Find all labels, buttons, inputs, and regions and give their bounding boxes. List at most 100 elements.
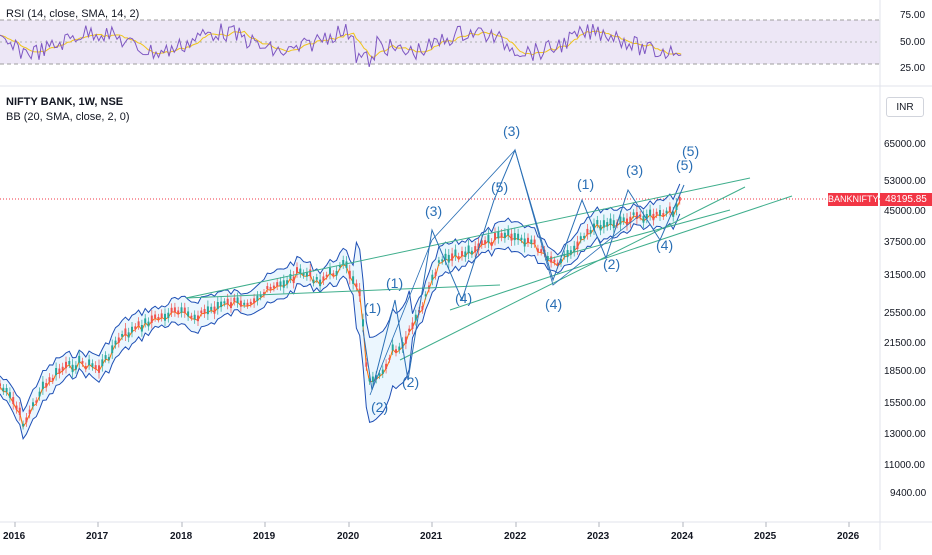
- wave-label[interactable]: (4): [455, 290, 473, 306]
- candle-body: [599, 224, 602, 231]
- candle-body: [507, 229, 510, 236]
- candle-body: [117, 337, 120, 343]
- candle-body: [180, 307, 183, 313]
- candle-body: [131, 326, 133, 333]
- wave-label[interactable]: (3): [425, 203, 443, 219]
- wave-label[interactable]: (1): [386, 275, 404, 291]
- candle-body: [602, 220, 605, 228]
- trend-line: [544, 209, 731, 261]
- candle-body: [510, 233, 513, 241]
- wave-label[interactable]: (1): [577, 176, 595, 192]
- candle-body: [289, 273, 292, 279]
- candle-body: [642, 215, 645, 223]
- bb-lower-band: [0, 213, 681, 440]
- candle-body: [253, 298, 256, 304]
- candle-body: [583, 235, 586, 239]
- wave-label[interactable]: (5): [491, 179, 509, 195]
- candle-body: [0, 383, 1, 387]
- candle-body: [124, 328, 127, 336]
- price-tick: 45000.00: [884, 206, 926, 217]
- elliott-wave-path: [362, 148, 685, 391]
- candle-body: [530, 239, 533, 244]
- wave-label[interactable]: (5): [676, 157, 694, 173]
- candle-body: [8, 392, 11, 398]
- candle-body: [408, 328, 411, 332]
- candle-body: [586, 228, 589, 235]
- candle-body: [659, 210, 661, 217]
- candle-body: [345, 261, 348, 269]
- price-tick: 15500.00: [884, 398, 926, 409]
- wave-label[interactable]: (2): [402, 374, 420, 390]
- candle-body: [319, 279, 322, 287]
- candle-body: [632, 212, 635, 215]
- candle-body: [22, 423, 25, 427]
- candle-body: [12, 397, 15, 405]
- candle-body: [266, 286, 269, 289]
- candle-body: [45, 382, 48, 388]
- candle-body: [503, 232, 506, 239]
- candle-body: [157, 316, 160, 320]
- candle-body: [216, 302, 219, 310]
- candle-body: [437, 260, 440, 263]
- candle-body: [144, 318, 147, 324]
- candle-body: [206, 306, 209, 315]
- candle-body: [540, 249, 543, 253]
- candle-body: [421, 306, 424, 310]
- candle-body: [560, 259, 562, 264]
- candle-body: [517, 233, 520, 240]
- currency-selector[interactable]: INR: [886, 97, 924, 117]
- candle-body: [5, 388, 8, 392]
- candle-body: [546, 256, 549, 261]
- candle-body: [256, 295, 259, 301]
- wave-label[interactable]: (3): [503, 123, 521, 139]
- candle-body: [220, 301, 223, 308]
- candle-body: [378, 373, 381, 376]
- candle-body: [536, 248, 539, 252]
- wave-label[interactable]: (3): [626, 162, 644, 178]
- price-tick: 31500.00: [884, 270, 926, 281]
- wave-label[interactable]: (2): [603, 256, 621, 272]
- candle-body: [497, 231, 500, 239]
- bb-indicator-label[interactable]: BB (20, SMA, close, 2, 0): [6, 111, 130, 123]
- wave-label[interactable]: (4): [656, 237, 674, 253]
- candle-body: [649, 209, 652, 216]
- candle-body: [197, 315, 199, 322]
- candle-body: [424, 294, 427, 297]
- candle-body: [305, 272, 308, 277]
- trend-line: [185, 284, 501, 299]
- candle-body: [91, 363, 94, 367]
- time-label: 2019: [253, 531, 276, 542]
- candle-body: [385, 363, 388, 369]
- candle-body: [309, 269, 312, 277]
- candle-body: [38, 391, 41, 397]
- wave-label[interactable]: (2): [371, 399, 389, 415]
- candle-body: [282, 280, 285, 288]
- rsi-indicator-label[interactable]: RSI (14, close, SMA, 14, 2): [6, 8, 140, 20]
- wave-label[interactable]: (4): [545, 296, 563, 312]
- time-label: 2020: [337, 531, 360, 542]
- candle-body: [114, 340, 117, 345]
- rsi-level-75: 75.00: [900, 10, 926, 21]
- candle-body: [329, 267, 331, 275]
- candle-body: [236, 297, 239, 304]
- candle-body: [312, 279, 315, 283]
- candle-body: [428, 285, 430, 289]
- candle-body: [167, 312, 170, 318]
- candle-body: [635, 212, 638, 219]
- bb-fill: [0, 183, 680, 439]
- price-tick: 11000.00: [884, 460, 925, 471]
- candle-body: [441, 259, 444, 262]
- candle-body: [576, 241, 579, 250]
- wave-label[interactable]: (1): [364, 300, 382, 316]
- candle-body: [639, 214, 642, 218]
- candle-body: [18, 407, 21, 416]
- candle-body: [98, 365, 100, 373]
- symbol-label[interactable]: NIFTY BANK, 1W, NSE: [6, 96, 124, 108]
- candle-body: [190, 315, 193, 318]
- candle-body: [365, 362, 368, 367]
- candle-body: [173, 307, 176, 313]
- candle-body: [513, 233, 516, 241]
- wave-label[interactable]: (5): [682, 143, 700, 159]
